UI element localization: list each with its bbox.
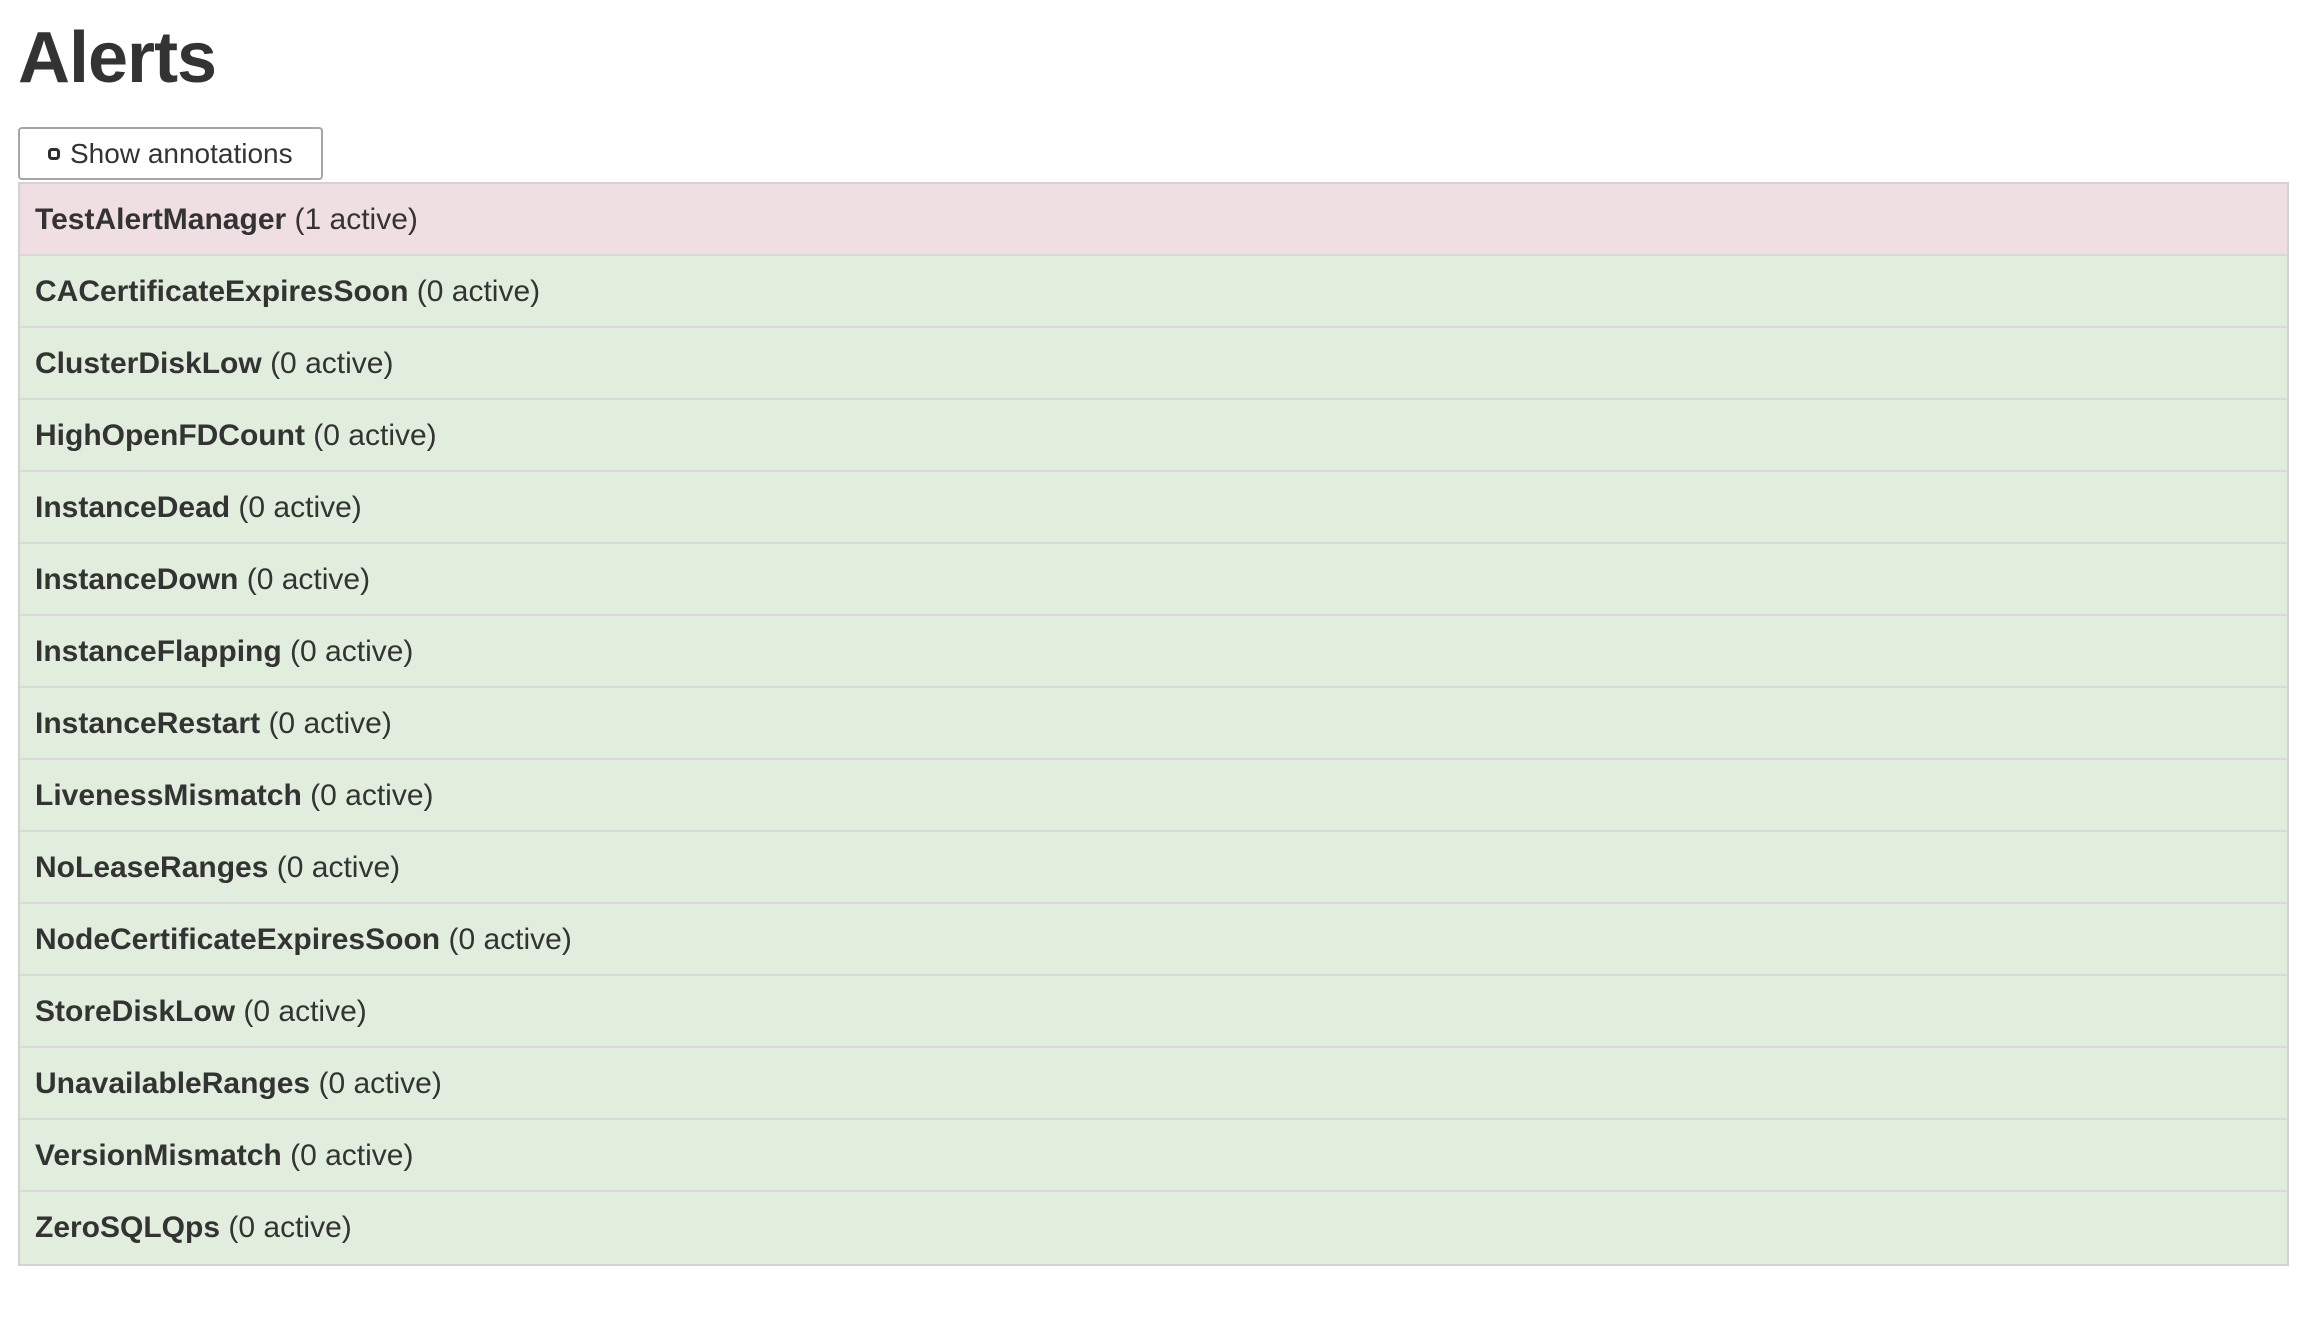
alerts-list: TestAlertManager (1 active) CACertificat…	[18, 182, 2289, 1266]
alert-name: InstanceRestart	[35, 707, 261, 740]
alert-row[interactable]: InstanceDead (0 active)	[20, 472, 2287, 544]
alert-row[interactable]: NodeCertificateExpiresSoon (0 active)	[20, 904, 2287, 976]
alert-active-count: (0 active)	[290, 1139, 414, 1172]
alerts-page: Alerts Show annotations TestAlertManager…	[18, 20, 2289, 1266]
alert-row[interactable]: ClusterDiskLow (0 active)	[20, 328, 2287, 400]
alert-row[interactable]: UnavailableRanges (0 active)	[20, 1048, 2287, 1120]
alert-active-count: (0 active)	[246, 563, 371, 596]
alert-name: ZeroSQLQps	[35, 1211, 221, 1244]
alert-row[interactable]: TestAlertManager (1 active)	[20, 184, 2287, 256]
alert-name: ClusterDiskLow	[35, 347, 262, 380]
alert-row[interactable]: HighOpenFDCount (0 active)	[20, 400, 2287, 472]
alert-name: UnavailableRanges	[35, 1067, 311, 1100]
alert-row[interactable]: StoreDiskLow (0 active)	[20, 976, 2287, 1048]
checkbox-icon	[48, 147, 60, 160]
alert-row[interactable]: VersionMismatch (0 active)	[20, 1120, 2287, 1192]
alert-row[interactable]: LivenessMismatch (0 active)	[20, 760, 2287, 832]
alert-name: LivenessMismatch	[35, 779, 302, 812]
alert-active-count: (0 active)	[313, 419, 437, 452]
alert-active-count: (0 active)	[310, 779, 434, 812]
alert-active-count: (0 active)	[448, 923, 572, 956]
alert-row[interactable]: CACertificateExpiresSoon (0 active)	[20, 256, 2287, 328]
alert-name: TestAlertManager	[35, 203, 287, 236]
alert-row[interactable]: InstanceFlapping (0 active)	[20, 616, 2287, 688]
alert-name: HighOpenFDCount	[35, 419, 305, 452]
alert-name: NoLeaseRanges	[35, 851, 269, 884]
page-title: Alerts	[18, 18, 217, 98]
alert-active-count: (0 active)	[276, 851, 401, 884]
alert-row[interactable]: InstanceDown (0 active)	[20, 544, 2287, 616]
alert-active-count: (0 active)	[416, 275, 541, 308]
alert-row[interactable]: NoLeaseRanges (0 active)	[20, 832, 2287, 904]
alert-active-count: (0 active)	[238, 491, 362, 524]
alert-name: StoreDiskLow	[35, 995, 236, 1028]
alert-name: CACertificateExpiresSoon	[35, 275, 409, 308]
alert-active-count: (0 active)	[270, 347, 394, 380]
alert-row[interactable]: ZeroSQLQps (0 active)	[20, 1192, 2287, 1264]
alert-name: InstanceDown	[35, 563, 239, 596]
alert-name: InstanceFlapping	[35, 635, 282, 668]
alert-active-count: (0 active)	[290, 635, 414, 668]
alert-name: NodeCertificateExpiresSoon	[35, 923, 441, 956]
alert-active-count: (0 active)	[318, 1067, 442, 1100]
show-annotations-label: Show annotations	[70, 137, 293, 169]
alert-name: InstanceDead	[35, 491, 231, 524]
alert-name: VersionMismatch	[35, 1139, 282, 1172]
alert-row[interactable]: InstanceRestart (0 active)	[20, 688, 2287, 760]
alert-active-count: (0 active)	[268, 707, 392, 740]
alert-active-count: (0 active)	[243, 995, 367, 1028]
alert-active-count: (1 active)	[294, 203, 418, 236]
alert-active-count: (0 active)	[228, 1211, 352, 1244]
show-annotations-button[interactable]: Show annotations	[18, 127, 323, 180]
